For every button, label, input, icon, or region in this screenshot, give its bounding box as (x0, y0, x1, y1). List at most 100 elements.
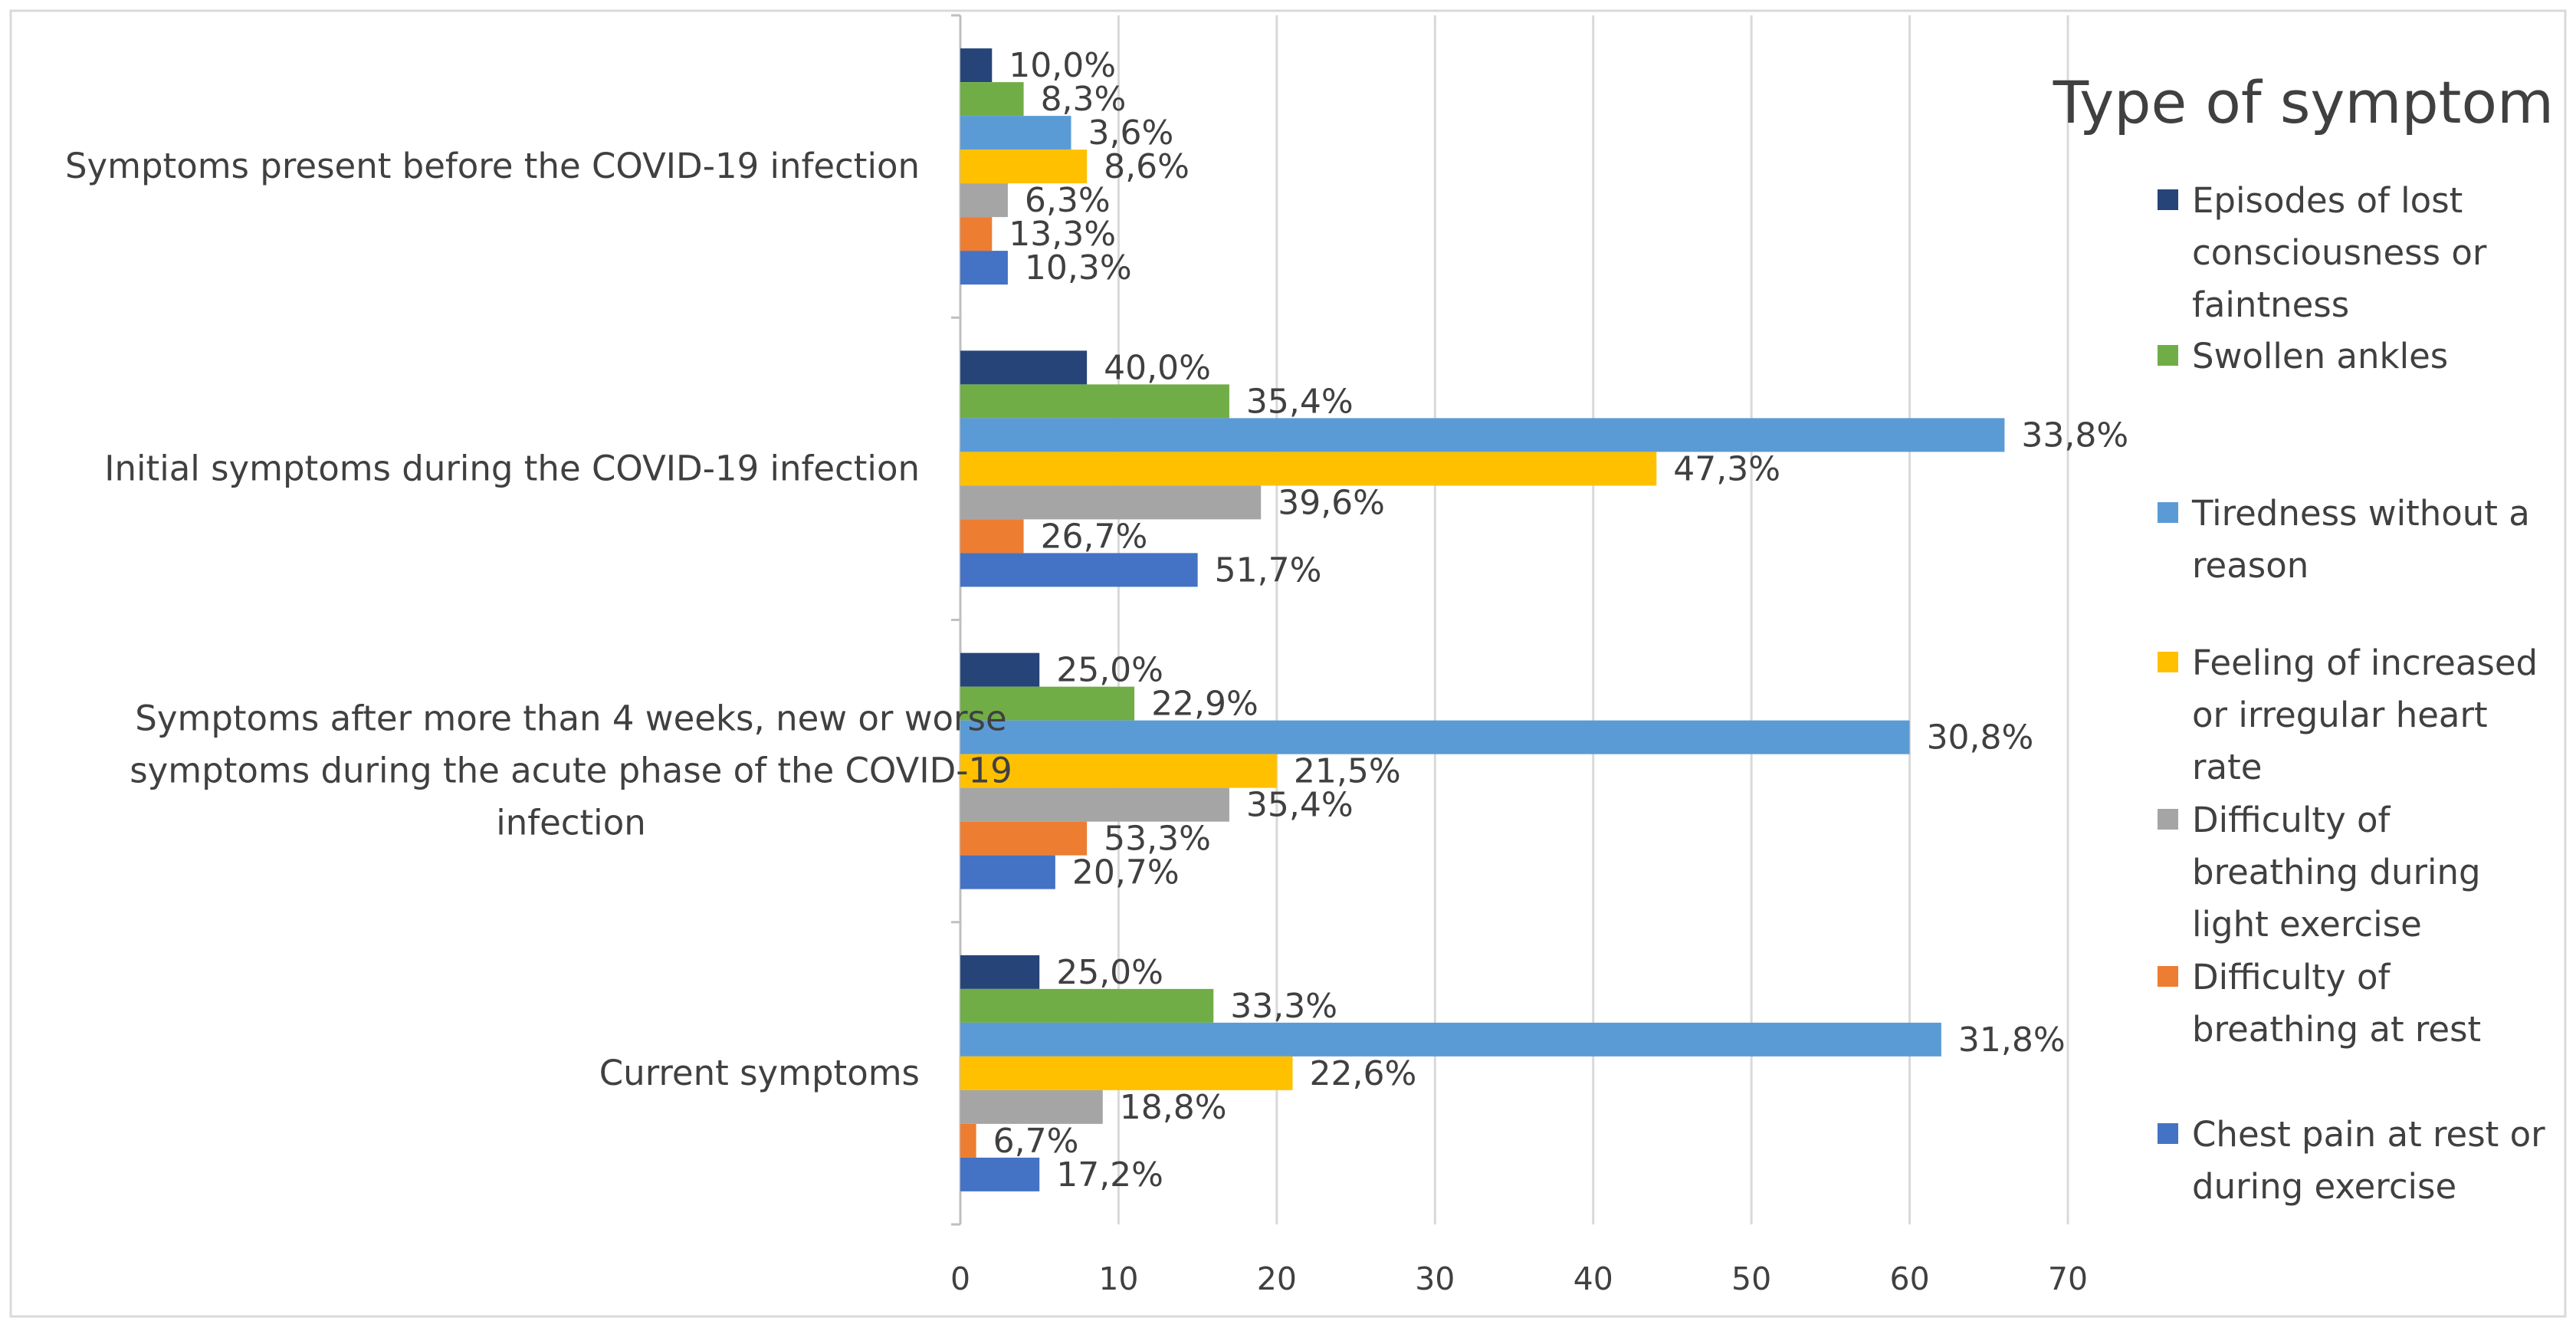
data-label-tiredness-without-a-reason-0: 3,6% (1088, 113, 1174, 153)
bar-chest-pain-at-rest-or-during-exercise-2 (960, 855, 1055, 889)
bar-swollen-ankles-1 (960, 384, 1229, 419)
data-label-chest-pain-at-rest-or-during-exercise-1: 51,7% (1215, 550, 1322, 590)
category-label-2: Symptoms after more than 4 weeks, new or… (130, 698, 1012, 843)
legend-label-line: Chest pain at rest or (2192, 1114, 2545, 1155)
legend: Type of symptom Episodes of lost conscious… (2053, 68, 2554, 1207)
legend-swatch-difficulty-of-breathing-during-light-exercise (2158, 809, 2178, 830)
legend-label-line: Difficulty of (2192, 957, 2391, 997)
data-label-swollen-ankles-2: 22,9% (1151, 685, 1258, 724)
bar-chest-pain-at-rest-or-during-exercise-0 (960, 251, 1008, 285)
data-label-episodes-of-lost-consciousness-or-faintness-0: 10,0% (1009, 46, 1116, 85)
legend-label-line: Difficulty of (2192, 800, 2391, 840)
data-label-swollen-ankles-0: 8,3% (1041, 80, 1127, 119)
bar-difficulty-of-breathing-during-light-exercise-0 (960, 183, 1008, 218)
legend-swatch-swollen-ankles (2158, 345, 2178, 366)
x-tick-label-0: 0 (950, 1260, 970, 1297)
legend-label-difficulty-of-breathing-at-rest: Difficulty of breathing at rest (2192, 957, 2481, 1050)
bar-difficulty-of-breathing-during-light-exercise-2 (960, 787, 1229, 822)
data-label-difficulty-of-breathing-at-rest-0: 13,3% (1009, 215, 1116, 254)
x-tick-label-70: 70 (2048, 1260, 2088, 1297)
data-label-difficulty-of-breathing-during-light-exercise-1: 39,6% (1278, 483, 1385, 522)
legend-label-tiredness-without-a-reason: Tiredness without a reason (2191, 493, 2530, 586)
bar-feeling-of-increased-or-irregular-heart-rate-2 (960, 754, 1277, 788)
legend-label-episodes-of-lost-consciousness-or-faintness: Episodes of lost consciousness or faintnes… (2192, 180, 2487, 325)
legend-label-line: Tiredness without a (2191, 493, 2530, 534)
legend-label-line: or irregular heart (2192, 695, 2488, 735)
bar-difficulty-of-breathing-at-rest-1 (960, 519, 1024, 554)
legend-label-chest-pain-at-rest-or-during-exercise: Chest pain at rest or during exercise (2192, 1114, 2545, 1207)
bar-feeling-of-increased-or-irregular-heart-rate-0 (960, 150, 1088, 184)
category-label-line: Current symptoms (599, 1053, 920, 1093)
bar-episodes-of-lost-consciousness-or-faintness-0 (960, 48, 993, 83)
legend-swatch-difficulty-of-breathing-at-rest (2158, 966, 2178, 987)
bar-episodes-of-lost-consciousness-or-faintness-3 (960, 955, 1040, 989)
data-labels: 10,0%8,3%3,6%8,6%6,3%13,3%10,3% 40,0% 35,4… (993, 46, 2129, 1195)
data-label-episodes-of-lost-consciousness-or-faintness-1: 40,0% (1104, 348, 1211, 387)
legend-title: Type of symptom (2053, 68, 2554, 136)
legend-swatch-feeling-of-increased-or-irregular-heart-rate (2158, 652, 2178, 672)
x-tick-label-50: 50 (1731, 1260, 1771, 1297)
legend-label-line: breathing during (2192, 852, 2481, 892)
data-label-swollen-ankles-1: 35,4% (1246, 382, 1354, 421)
data-label-difficulty-of-breathing-at-rest-1: 26,7% (1041, 517, 1148, 556)
category-label-line: Initial symptoms during the COVID-19 inf… (104, 448, 920, 488)
bar-chest-pain-at-rest-or-during-exercise-3 (960, 1157, 1040, 1191)
data-label-swollen-ankles-3: 33,3% (1230, 987, 1337, 1026)
bar-difficulty-of-breathing-during-light-exercise-3 (960, 1089, 1103, 1124)
bar-feeling-of-increased-or-irregular-heart-rate-1 (960, 452, 1657, 486)
bar-swollen-ankles-0 (960, 82, 1024, 117)
legend-label-swollen-ankles: Swollen ankles (2192, 336, 2448, 376)
data-label-tiredness-without-a-reason-1: 33,8% (2021, 416, 2128, 455)
bar-tiredness-without-a-reason-0 (960, 116, 1071, 150)
bar-swollen-ankles-2 (960, 686, 1135, 721)
data-label-chest-pain-at-rest-or-during-exercise-0: 10,3% (1025, 248, 1132, 288)
x-tick-label-10: 10 (1098, 1260, 1138, 1297)
x-tick-label-30: 30 (1415, 1260, 1455, 1297)
data-label-episodes-of-lost-consciousness-or-faintness-2: 25,0% (1056, 651, 1163, 690)
data-label-difficulty-of-breathing-during-light-exercise-0: 6,3% (1025, 181, 1111, 220)
bar-difficulty-of-breathing-at-rest-3 (960, 1123, 976, 1158)
data-label-tiredness-without-a-reason-2: 30,8% (1927, 718, 2034, 758)
category-label-line: infection (496, 803, 646, 843)
bar-difficulty-of-breathing-at-rest-0 (960, 217, 993, 251)
data-label-feeling-of-increased-or-irregular-heart-rate-3: 22,6% (1310, 1054, 1417, 1093)
bar-chest-pain-at-rest-or-during-exercise-1 (960, 553, 1198, 587)
legend-label-line: faintness (2192, 284, 2349, 325)
data-label-feeling-of-increased-or-irregular-heart-rate-2: 21,5% (1294, 752, 1401, 791)
data-label-difficulty-of-breathing-at-rest-2: 53,3% (1104, 820, 1211, 859)
data-label-chest-pain-at-rest-or-during-exercise-2: 20,7% (1072, 853, 1180, 892)
bars (960, 48, 2005, 1191)
bar-difficulty-of-breathing-at-rest-2 (960, 821, 1088, 856)
data-label-difficulty-of-breathing-at-rest-3: 6,7% (993, 1122, 1079, 1161)
legend-label-line: Swollen ankles (2192, 336, 2448, 376)
legend-label-line: rate (2192, 747, 2262, 787)
data-label-tiredness-without-a-reason-3: 31,8% (1958, 1020, 2066, 1060)
chart-frame (9, 9, 2567, 1318)
x-tick-label-20: 20 (1257, 1260, 1297, 1297)
category-label-line: Symptoms present before the COVID-19 inf… (65, 146, 920, 186)
category-label-1: Initial symptoms during the COVID-19 inf… (104, 448, 920, 488)
data-label-difficulty-of-breathing-during-light-exercise-3: 18,8% (1120, 1088, 1227, 1127)
gridlines (1117, 15, 2069, 1224)
legend-label-line: during exercise (2192, 1166, 2456, 1207)
legend-label-difficulty-of-breathing-during-light-exercise: Difficulty of breathing during light exerc… (2192, 800, 2481, 945)
legend-label-line: breathing at rest (2192, 1009, 2481, 1050)
x-tick-label-40: 40 (1573, 1260, 1613, 1297)
x-tick-label-60: 60 (1889, 1260, 1929, 1297)
bar-swollen-ankles-3 (960, 988, 1214, 1023)
legend-swatch-episodes-of-lost-consciousness-or-faintness (2158, 189, 2178, 210)
category-labels: Symptoms present before the COVID-19 inf… (65, 146, 1012, 1093)
data-label-chest-pain-at-rest-or-during-exercise-3: 17,2% (1056, 1155, 1163, 1195)
legend-label-line: consciousness or (2192, 232, 2487, 273)
bar-episodes-of-lost-consciousness-or-faintness-2 (960, 652, 1040, 687)
category-label-line: Symptoms after more than 4 weeks, new or… (135, 698, 1006, 739)
bar-tiredness-without-a-reason-2 (960, 720, 1910, 754)
legend-label-feeling-of-increased-or-irregular-heart-rate: Feeling of increased or irregular heart ra… (2192, 642, 2538, 787)
bar-tiredness-without-a-reason-1 (960, 418, 2005, 452)
data-label-difficulty-of-breathing-during-light-exercise-2: 35,4% (1246, 786, 1354, 825)
legend-label-line: Episodes of lost (2192, 180, 2463, 221)
data-label-episodes-of-lost-consciousness-or-faintness-3: 25,0% (1056, 953, 1163, 992)
data-label-feeling-of-increased-or-irregular-heart-rate-0: 8,6% (1104, 147, 1190, 186)
